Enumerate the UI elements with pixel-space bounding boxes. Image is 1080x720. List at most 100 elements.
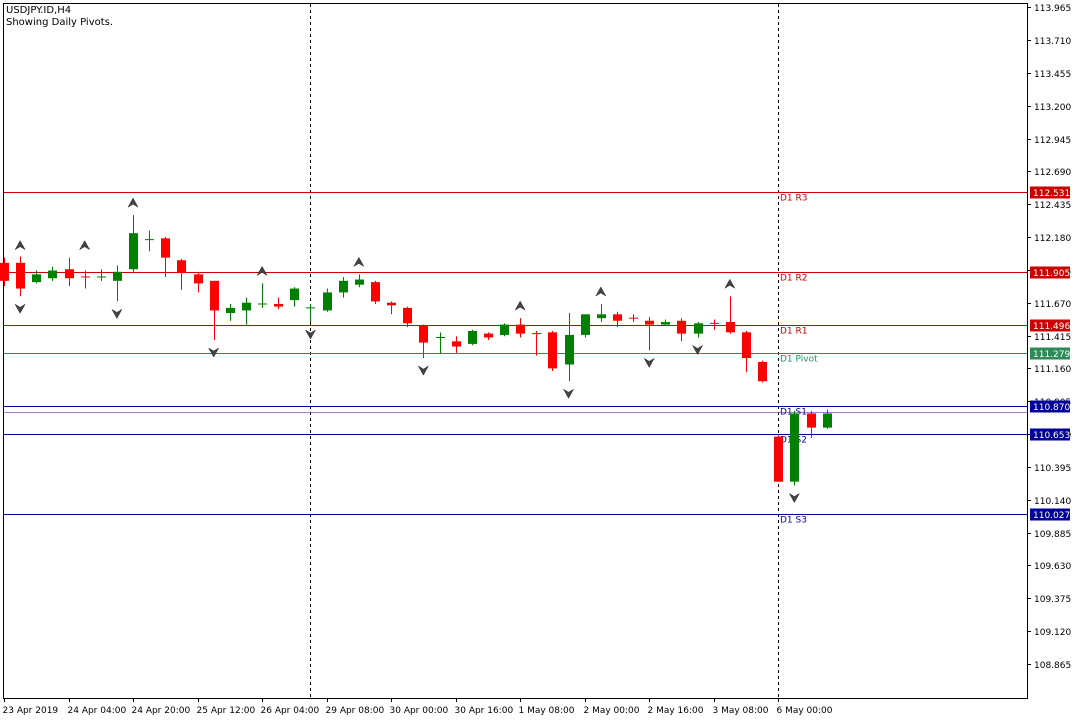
candle-body: [48, 270, 57, 279]
candle-body: [290, 288, 299, 301]
d1-s3-label: D1 S3: [780, 516, 807, 526]
candle-body: [226, 307, 235, 314]
fractal-down-arrow: [14, 303, 26, 314]
fractal-down-arrow: [562, 388, 575, 399]
candle-body: [242, 302, 251, 311]
price-axis: 113.965 113.710 113.455 113.200 112.945 112.6…: [1027, 4, 1071, 671]
candle-body: [790, 413, 799, 482]
candle-body: [807, 413, 816, 428]
candle-body: [774, 436, 783, 482]
candles: [0, 215, 832, 486]
d1-r2-price-tag-text: 111.905: [1033, 269, 1070, 279]
d1-s1-price-tag-text: 110.870: [1033, 403, 1070, 413]
fractal-markers: [14, 197, 801, 504]
x-tick-label: 1 May 08:00: [519, 706, 575, 716]
d1-s3-price-tag-text: 110.027: [1033, 511, 1070, 521]
candle-body: [645, 320, 654, 325]
y-tick-label: 113.710: [1034, 37, 1071, 47]
y-tick-label: 109.630: [1034, 562, 1071, 572]
fractal-up-arrow: [595, 286, 607, 297]
d1-r1-price-tag-text: 111.496: [1033, 322, 1070, 332]
candle-body: [581, 314, 590, 335]
fractal-down-arrow: [788, 492, 801, 504]
y-tick-label: 109.120: [1034, 628, 1071, 638]
candle-body: [210, 280, 219, 311]
candle-body: [323, 292, 332, 311]
y-tick-label: 112.435: [1034, 201, 1071, 211]
fractal-up-arrow: [14, 240, 26, 251]
d1-s2-price-tag: [1030, 428, 1070, 441]
candle-body: [274, 304, 283, 307]
x-tick-label: 6 May 00:00: [777, 706, 833, 716]
candle-body: [742, 332, 751, 359]
fractal-down-arrow: [691, 344, 704, 355]
day-separators: [310, 4, 779, 698]
candle-body: [177, 260, 186, 274]
candle-body: [339, 280, 348, 293]
candle-body: [355, 279, 364, 285]
fractal-up-arrow: [127, 197, 139, 208]
candle-body: [387, 302, 396, 306]
x-tick-label: 29 Apr 08:00: [326, 706, 385, 716]
y-tick-label: 112.690: [1034, 168, 1071, 178]
candle-body: [823, 413, 832, 428]
candle-body: [677, 320, 686, 334]
y-tick-label: 113.200: [1034, 103, 1071, 113]
time-axis: 23 Apr 2019 24 Apr 04:00 24 Apr 20:00 25 Ap…: [3, 698, 833, 716]
candle-body: [500, 324, 509, 335]
d1-pivot-price-tag-text: 111.279: [1033, 350, 1070, 360]
candle-body: [403, 307, 412, 324]
fractal-down-arrow: [111, 308, 123, 319]
candle-body: [694, 323, 703, 334]
x-tick-label: 26 Apr 04:00: [261, 706, 320, 716]
candle-body: [194, 274, 203, 284]
y-tick-label: 111.670: [1034, 300, 1071, 310]
candle-body: [371, 282, 380, 302]
x-tick-label: 30 Apr 16:00: [455, 706, 514, 716]
y-tick-label: 110.140: [1034, 497, 1071, 507]
x-tick-label: 25 Apr 12:00: [197, 706, 256, 716]
d1-r2-price-tag: [1030, 266, 1070, 279]
d1-pivot-price-tag: [1030, 347, 1070, 360]
x-tick-label: 23 Apr 2019: [3, 706, 59, 716]
candle-body: [0, 262, 9, 281]
fractal-down-arrow: [208, 347, 220, 358]
y-tick-label: 108.865: [1034, 661, 1071, 671]
d1-r1-label: D1 R1: [780, 327, 808, 337]
symbol-label: USDJPY.ID,H4: [6, 5, 71, 16]
candle-body: [565, 334, 574, 365]
candle-body: [726, 322, 735, 333]
x-tick-label: 3 May 08:00: [713, 706, 769, 716]
d1-s2-price-tag-text: 110.653: [1033, 431, 1070, 441]
candle-body: [661, 322, 670, 325]
d1-pivot-label: D1 Pivot: [780, 355, 818, 365]
candle-body: [613, 314, 622, 321]
d1-r1-price-tag: [1030, 319, 1070, 332]
x-tick-label: 2 May 00:00: [584, 706, 640, 716]
y-tick-label: 109.375: [1034, 595, 1071, 605]
fractal-down-arrow: [417, 365, 430, 376]
y-tick-label: 109.885: [1034, 530, 1071, 540]
candle-body: [484, 333, 493, 338]
candle-body: [32, 274, 41, 283]
candle-body: [758, 361, 767, 382]
candle-body: [113, 271, 122, 281]
fractal-up-arrow: [256, 265, 268, 277]
fractal-up-arrow: [514, 300, 526, 311]
fractal-up-arrow: [78, 240, 91, 251]
fractal-up-arrow: [353, 256, 365, 268]
fractal-up-arrow: [724, 278, 736, 289]
candle-body: [597, 314, 606, 319]
d1-s1-price-tag: [1030, 400, 1070, 413]
d1-r2-label: D1 R2: [780, 274, 808, 284]
y-tick-label: 110.395: [1034, 464, 1071, 474]
candle-body: [516, 324, 525, 334]
candle-body: [452, 341, 461, 347]
candle-body: [161, 238, 170, 258]
candle-body: [548, 332, 557, 369]
d1-s3-price-tag: [1030, 508, 1070, 521]
fractal-down-arrow: [643, 357, 655, 368]
price-tags: 112.531 111.905 111.496 111.279 110.870 110.6…: [1030, 186, 1070, 521]
d1-r3-price-tag: [1030, 186, 1070, 199]
